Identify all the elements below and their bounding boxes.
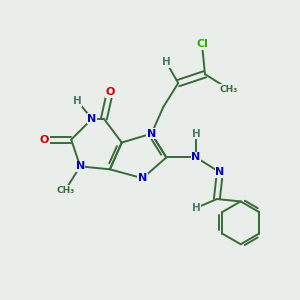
Text: N: N xyxy=(191,152,201,162)
Text: H: H xyxy=(192,129,200,139)
Text: N: N xyxy=(215,167,224,177)
Text: Cl: Cl xyxy=(196,40,208,50)
Text: CH₃: CH₃ xyxy=(220,85,238,94)
Text: N: N xyxy=(138,173,147,183)
Text: N: N xyxy=(87,114,97,124)
Text: N: N xyxy=(147,129,156,139)
Text: H: H xyxy=(192,203,200,213)
Text: O: O xyxy=(40,135,49,145)
Text: O: O xyxy=(105,87,115,97)
Text: H: H xyxy=(73,96,82,106)
Text: H: H xyxy=(162,57,171,67)
Text: CH₃: CH₃ xyxy=(56,186,74,195)
Text: N: N xyxy=(76,161,85,171)
